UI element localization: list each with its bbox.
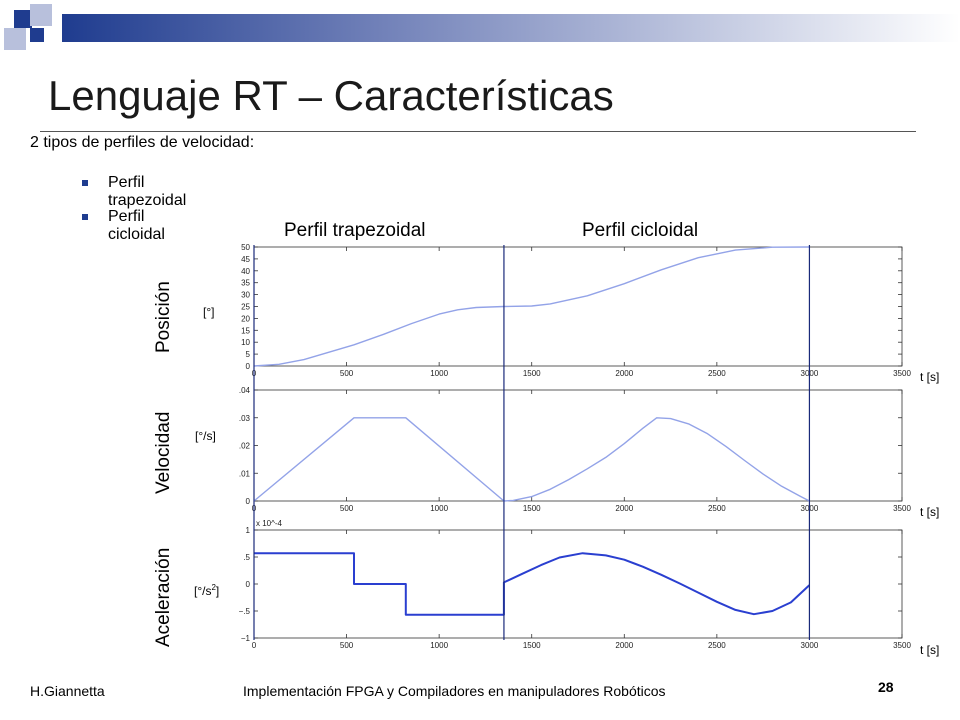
time-label-2: t [s] [920, 505, 940, 519]
x-tick-label-acceleration: 500 [340, 641, 354, 650]
y-tick-label-position: 40 [241, 267, 250, 276]
x-tick-label-velocity: 2000 [615, 504, 633, 513]
series-line-position [253, 246, 810, 367]
y-tick-label-position: 50 [241, 243, 250, 252]
x-tick-label-velocity: 1000 [430, 504, 448, 513]
slide-title: Lenguaje RT – Características [48, 72, 614, 119]
unit-velocity: [°/s] [195, 429, 216, 443]
unit-position: [°] [203, 305, 215, 319]
y-tick-label-position: 20 [241, 314, 250, 323]
section-header-cycloidal: Perfil cicloidal [582, 220, 699, 241]
series-line-acceleration [254, 552, 811, 616]
corner-square-light [30, 4, 52, 26]
y-tick-label-position: 25 [241, 303, 250, 312]
corner-square-light-2 [4, 28, 26, 50]
bullet-label: Perfil trapezoidal [108, 174, 187, 209]
y-tick-label-position: 5 [246, 350, 251, 359]
x-tick-label-position: 1500 [523, 369, 541, 378]
y-tick-label-acceleration: 1 [246, 526, 251, 535]
bullet-label: Perfil cicloidal [108, 208, 165, 243]
y-tick-label-velocity: .02 [239, 442, 251, 451]
x-tick-label-acceleration: 0 [252, 641, 257, 650]
header-gradient-bar [62, 14, 960, 42]
unit-acceleration-close: ] [215, 584, 220, 598]
unit-acceleration-exp: 2 [211, 583, 216, 592]
y-tick-label-acceleration: 0 [246, 580, 251, 589]
y-tick-label-velocity: .04 [239, 386, 251, 395]
plot-frame-acceleration [253, 529, 903, 639]
x-tick-label-position: 3500 [893, 369, 911, 378]
time-label-3: t [s] [920, 643, 940, 657]
plot-frame-position [253, 246, 903, 367]
corner-square-dark [14, 10, 32, 28]
x-tick-label-position: 2500 [708, 369, 726, 378]
bullet-square-icon [82, 214, 88, 220]
unit-acceleration-base: [°/s [194, 584, 212, 598]
title-underline [40, 131, 916, 132]
page-number: 28 [878, 679, 894, 695]
y-scale-factor-acceleration: x 10^-4 [256, 519, 283, 528]
x-tick-label-position: 2000 [615, 369, 633, 378]
y-tick-label-position: 35 [241, 279, 250, 288]
y-tick-label-velocity: .03 [239, 414, 251, 423]
intro-text: 2 tipos de perfiles de velocidad: [30, 134, 255, 151]
x-tick-label-acceleration: 3500 [893, 641, 911, 650]
y-tick-label-position: 45 [241, 255, 250, 264]
y-tick-label-velocity: 0 [246, 497, 251, 506]
time-label-1: t [s] [920, 370, 940, 384]
x-tick-label-velocity: 1500 [523, 504, 541, 513]
x-tick-label-acceleration: 1500 [523, 641, 541, 650]
y-tick-label-acceleration: −1 [241, 634, 251, 643]
footer-course: Implementación FPGA y Compiladores en ma… [243, 683, 666, 699]
corner-square-dark-2 [30, 28, 44, 42]
plot-frame-velocity [253, 389, 903, 502]
unit-acceleration: [°/s2] [194, 583, 219, 598]
x-tick-label-velocity: 3500 [893, 504, 911, 513]
x-tick-label-acceleration: 3000 [801, 641, 819, 650]
y-tick-label-position: 15 [241, 326, 250, 335]
x-tick-label-velocity: 500 [340, 504, 354, 513]
x-tick-label-acceleration: 2500 [708, 641, 726, 650]
series-line-velocity [253, 417, 810, 502]
x-tick-label-acceleration: 1000 [430, 641, 448, 650]
section-header-trapezoidal: Perfil trapezoidal [284, 220, 426, 241]
x-tick-label-position: 500 [340, 369, 354, 378]
y-tick-label-position: 0 [246, 362, 251, 371]
x-tick-label-acceleration: 2000 [615, 641, 633, 650]
footer-author: H.Giannetta [30, 683, 105, 699]
bullet-square-icon [82, 180, 88, 186]
y-tick-label-acceleration: −.5 [239, 607, 251, 616]
x-tick-label-velocity: 2500 [708, 504, 726, 513]
y-tick-label-position: 30 [241, 291, 250, 300]
corner-decoration [4, 4, 960, 50]
y-tick-label-velocity: .01 [239, 469, 251, 478]
x-tick-label-position: 1000 [430, 369, 448, 378]
y-tick-label-position: 10 [241, 338, 250, 347]
y-tick-label-acceleration: .5 [243, 553, 250, 562]
